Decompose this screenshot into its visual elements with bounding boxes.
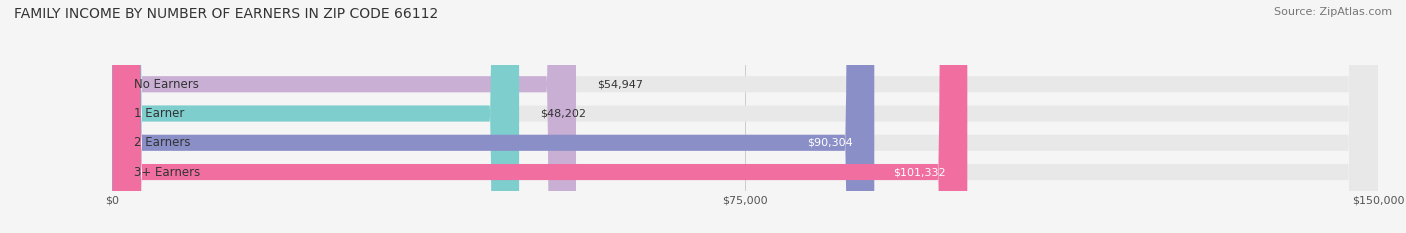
FancyBboxPatch shape: [112, 0, 576, 233]
FancyBboxPatch shape: [112, 0, 1378, 233]
Text: No Earners: No Earners: [134, 78, 198, 91]
Text: Source: ZipAtlas.com: Source: ZipAtlas.com: [1274, 7, 1392, 17]
Text: FAMILY INCOME BY NUMBER OF EARNERS IN ZIP CODE 66112: FAMILY INCOME BY NUMBER OF EARNERS IN ZI…: [14, 7, 439, 21]
FancyBboxPatch shape: [112, 0, 519, 233]
Text: $101,332: $101,332: [894, 167, 946, 177]
FancyBboxPatch shape: [112, 0, 875, 233]
FancyBboxPatch shape: [112, 0, 1378, 233]
Text: 2 Earners: 2 Earners: [134, 136, 190, 149]
Text: 3+ Earners: 3+ Earners: [134, 165, 200, 178]
FancyBboxPatch shape: [112, 0, 1378, 233]
Text: 1 Earner: 1 Earner: [134, 107, 184, 120]
Text: $48,202: $48,202: [540, 109, 586, 119]
Text: $54,947: $54,947: [598, 79, 643, 89]
Text: $90,304: $90,304: [807, 138, 853, 148]
FancyBboxPatch shape: [112, 0, 967, 233]
FancyBboxPatch shape: [112, 0, 1378, 233]
